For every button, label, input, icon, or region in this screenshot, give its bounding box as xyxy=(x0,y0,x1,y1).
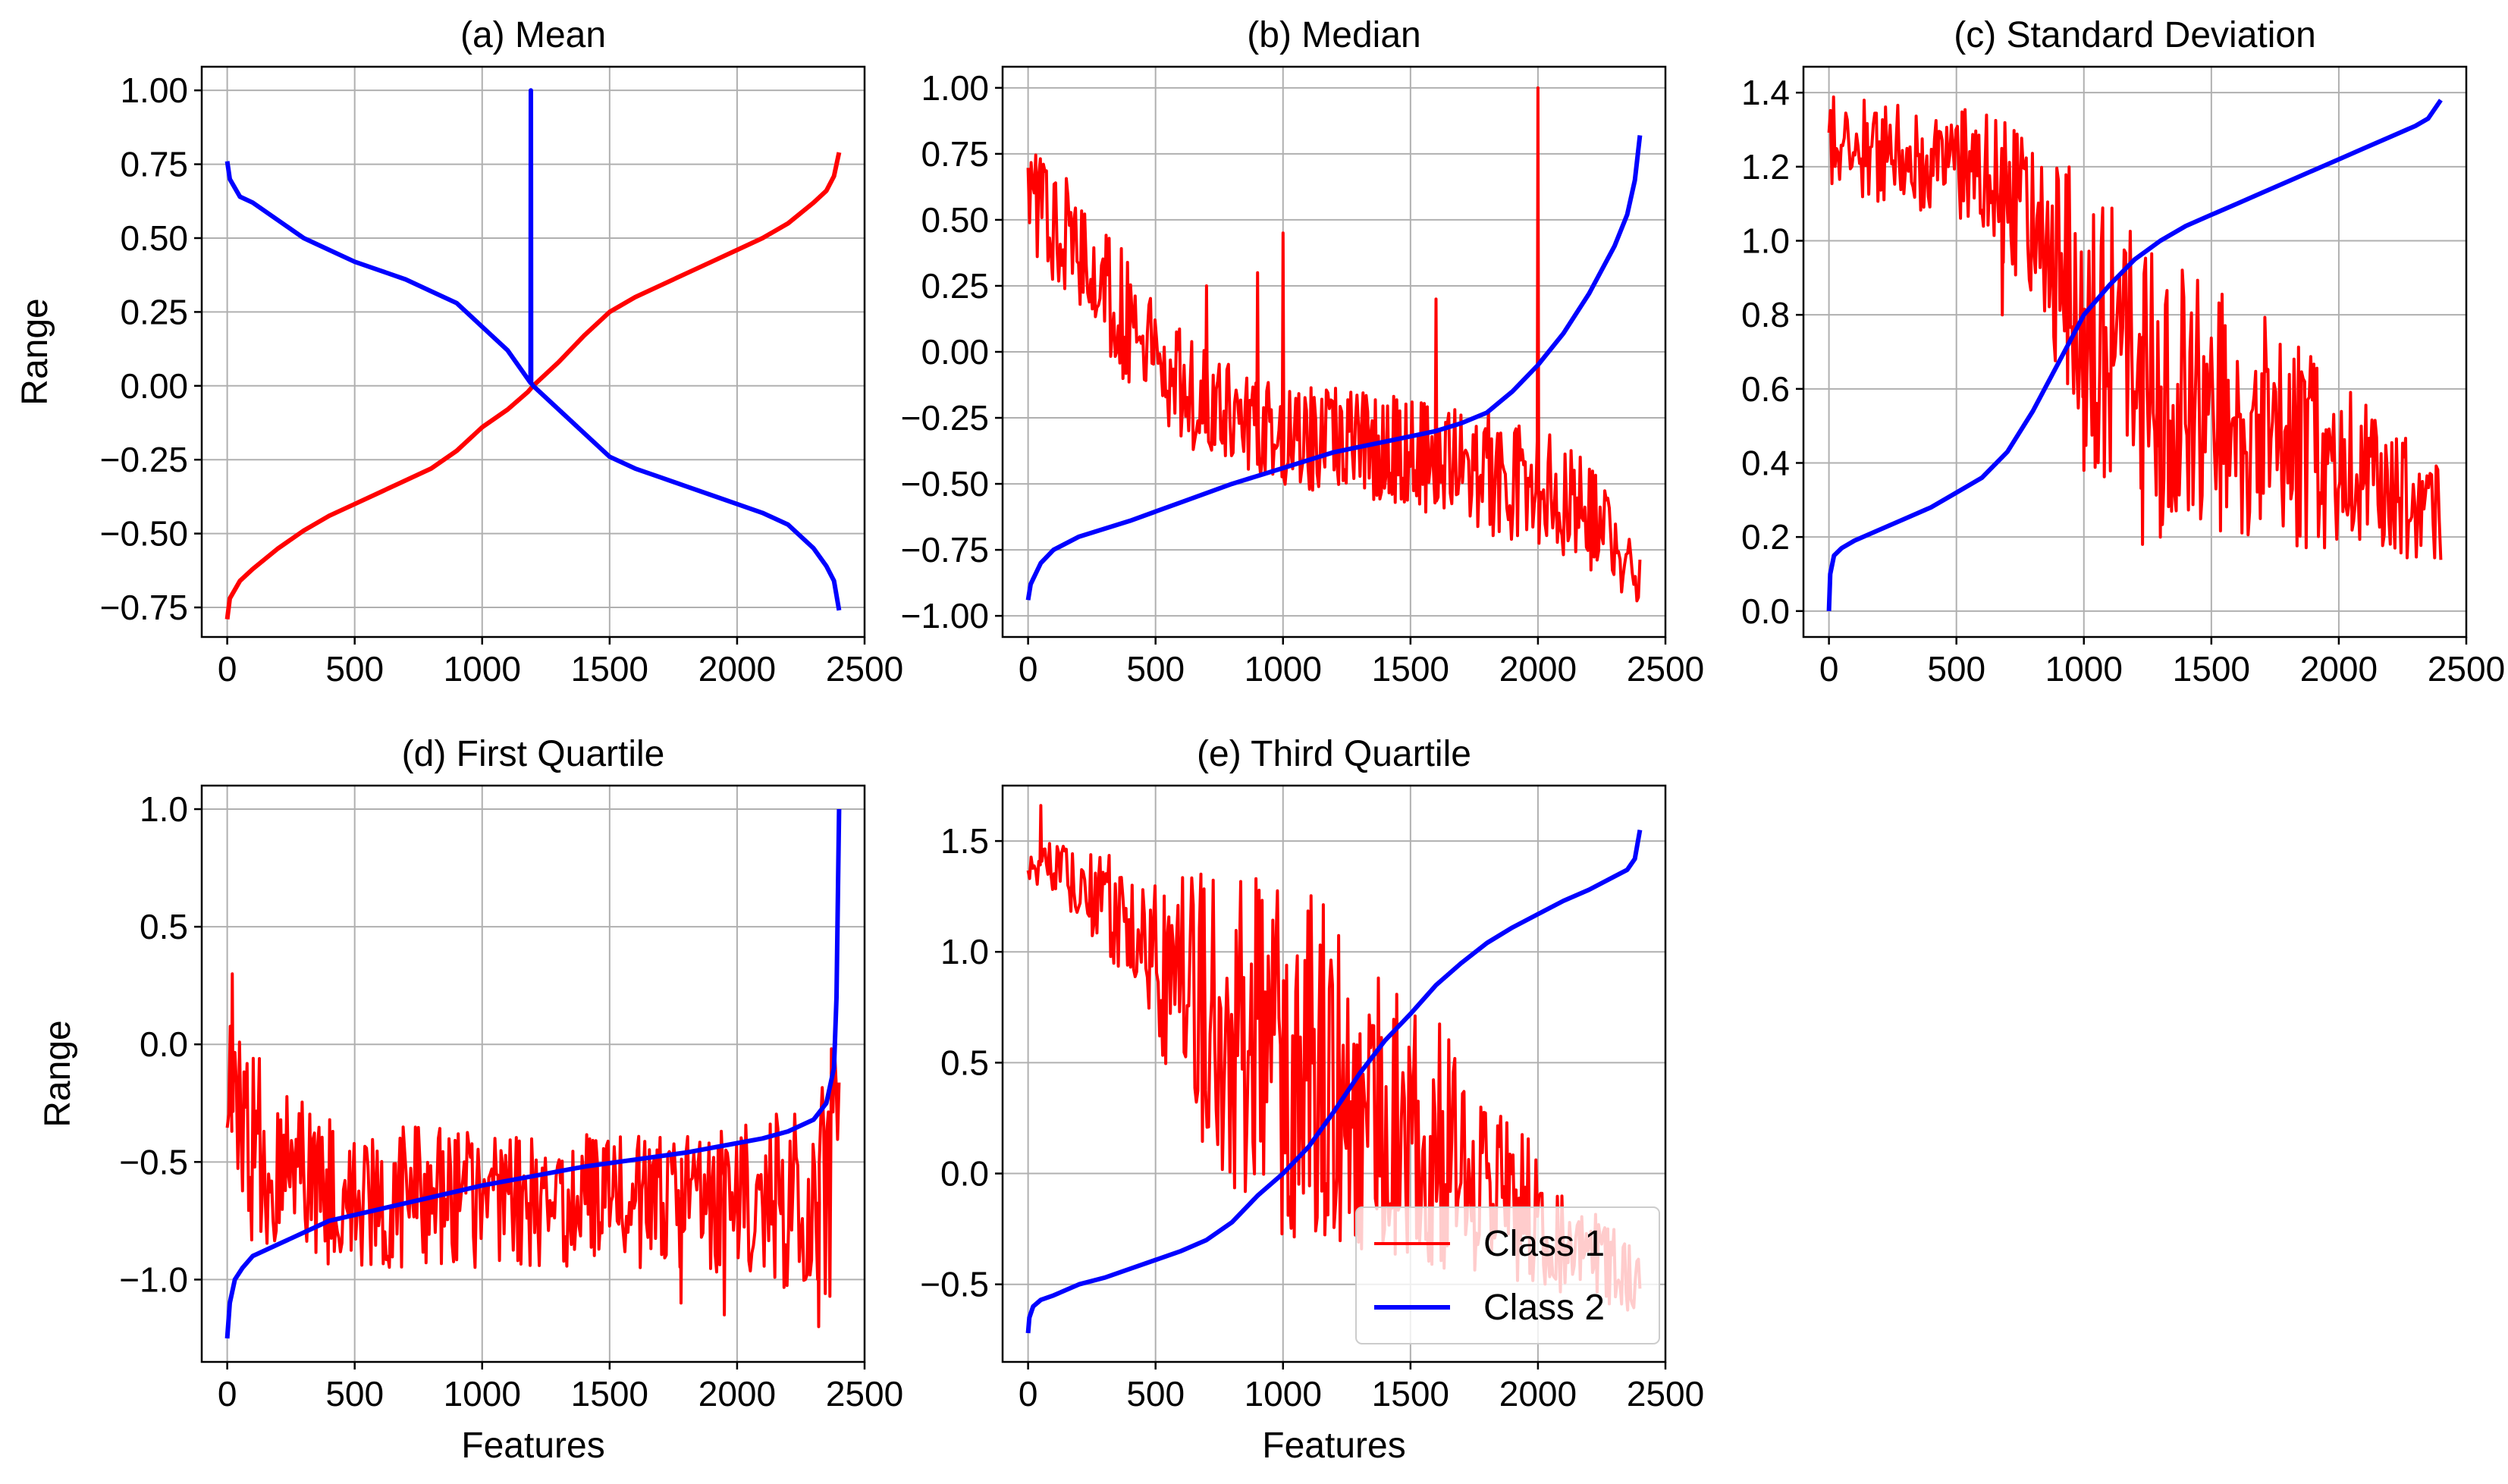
y-tick-label: −0.75 xyxy=(100,588,188,627)
y-tick-label: −1.00 xyxy=(901,596,989,635)
series-line-class-1 xyxy=(224,152,842,620)
x-tick-label: 1500 xyxy=(571,649,648,689)
axes-frame xyxy=(200,65,866,638)
y-tick-label: −0.50 xyxy=(100,514,188,554)
panel-title: (a) Mean xyxy=(460,15,606,55)
x-tick-label: 500 xyxy=(1126,649,1185,689)
x-tick-label: 0 xyxy=(1019,649,1038,689)
y-tick-label: −0.50 xyxy=(901,464,989,504)
y-tick-label: 0.0 xyxy=(1741,591,1790,631)
x-tick-label: 2000 xyxy=(1499,649,1577,689)
axes-frame xyxy=(1802,65,2468,638)
x-tick-label: 1500 xyxy=(1372,649,1449,689)
panel-title: (b) Median xyxy=(1247,15,1420,55)
y-tick-label: 0.6 xyxy=(1741,369,1790,409)
y-tick-label: −0.5 xyxy=(920,1265,989,1304)
x-tick-label: 2500 xyxy=(1627,649,1704,689)
axes-frame xyxy=(1001,784,1667,1363)
x-tick-label: 1500 xyxy=(571,1374,648,1413)
x-tick-label: 500 xyxy=(1927,649,1985,689)
series-line-class-1 xyxy=(1026,86,1642,603)
y-tick-label: 0.0 xyxy=(140,1024,188,1064)
y-tick-label: 1.5 xyxy=(940,821,989,861)
panel-title: (c) Standard Deviation xyxy=(1954,15,2316,55)
y-tick-label: 0.50 xyxy=(921,200,989,240)
y-tick-label: 1.0 xyxy=(940,932,989,971)
y-tick-label: 0.4 xyxy=(1741,443,1790,482)
y-tick-label: 0.2 xyxy=(1741,517,1790,557)
y-tick-label: 1.0 xyxy=(1741,221,1790,261)
legend: Class 1 Class 2 xyxy=(1355,1206,1660,1344)
y-tick-label: −0.5 xyxy=(119,1142,188,1181)
y-tick-label: −0.25 xyxy=(100,440,188,479)
x-tick-label: 1500 xyxy=(2173,649,2250,689)
x-tick-label: 0 xyxy=(218,1374,237,1413)
x-tick-label: 0 xyxy=(1019,1374,1038,1413)
x-tick-label: 0 xyxy=(218,649,237,689)
x-tick-label: 2000 xyxy=(2300,649,2378,689)
y-tick-label: 1.0 xyxy=(140,789,188,829)
y-tick-label: 1.4 xyxy=(1741,73,1790,112)
y-tick-label: 0.0 xyxy=(940,1154,989,1194)
series-line-class-2 xyxy=(224,808,842,1339)
y-axis-label: Range xyxy=(15,298,55,405)
y-tick-label: 0.5 xyxy=(940,1043,989,1082)
y-tick-label: 0.00 xyxy=(921,332,989,372)
y-tick-label: 0.50 xyxy=(120,218,188,258)
x-tick-label: 2500 xyxy=(2428,649,2505,689)
x-tick-label: 2000 xyxy=(698,649,776,689)
x-axis-label: Features xyxy=(461,1426,604,1466)
y-tick-label: 0.25 xyxy=(921,266,989,306)
panel-title: (d) First Quartile xyxy=(402,734,665,774)
panel-a: 0 500 1000 1500 2000 2500 1.00 0.75 0.50 0.25 0.00… xyxy=(15,15,903,689)
x-tick-label: 2000 xyxy=(698,1374,776,1413)
panel-e: 0 500 1000 1500 2000 2500 1.5 1.0 0.5 0.0 −0.5 (e) … xyxy=(920,734,1704,1466)
x-tick-label: 2000 xyxy=(1499,1374,1577,1413)
x-tick-label: 1000 xyxy=(2045,649,2123,689)
legend-label-class-1: Class 1 xyxy=(1483,1224,1605,1264)
y-tick-label: −0.25 xyxy=(901,398,989,438)
x-tick-label: 1000 xyxy=(444,649,521,689)
x-tick-label: 1000 xyxy=(1245,649,1322,689)
y-tick-label: 0.00 xyxy=(120,366,188,406)
x-axis-label: Features xyxy=(1262,1426,1405,1466)
x-tick-label: 500 xyxy=(325,649,384,689)
panel-title: (e) Third Quartile xyxy=(1197,734,1471,774)
series-line-class-1 xyxy=(225,972,841,1329)
series-line-class-2 xyxy=(224,88,842,611)
y-tick-label: 0.25 xyxy=(120,292,188,331)
x-tick-label: 1000 xyxy=(1245,1374,1322,1413)
y-tick-label: 0.5 xyxy=(140,907,188,946)
y-tick-label: 0.75 xyxy=(120,145,188,184)
x-tick-label: 2500 xyxy=(826,649,903,689)
y-axis-label: Range xyxy=(38,1020,78,1127)
x-tick-label: 500 xyxy=(325,1374,384,1413)
x-tick-label: 0 xyxy=(1819,649,1839,689)
y-tick-label: 0.8 xyxy=(1741,295,1790,334)
panel-d: 0 500 1000 1500 2000 2500 1.0 0.5 0.0 −0.5 −1.0 (d)… xyxy=(38,734,903,1466)
y-tick-label: −0.75 xyxy=(901,530,989,569)
x-tick-label: 500 xyxy=(1126,1374,1185,1413)
x-tick-label: 1500 xyxy=(1372,1374,1449,1413)
y-tick-label: 0.75 xyxy=(921,134,989,174)
x-tick-label: 2500 xyxy=(826,1374,903,1413)
y-tick-label: 1.2 xyxy=(1741,147,1790,187)
series-line-class-2 xyxy=(1025,829,1643,1334)
axes-frame xyxy=(200,784,866,1363)
y-tick-label: 1.00 xyxy=(120,71,188,110)
y-tick-label: 1.00 xyxy=(921,68,989,108)
legend-label-class-2: Class 2 xyxy=(1483,1288,1605,1328)
panel-c: 0 500 1000 1500 2000 2500 1.4 1.2 1.0 0.8 0.6 0.4 0.… xyxy=(1741,15,2505,689)
y-tick-label: −1.0 xyxy=(119,1260,188,1299)
x-tick-label: 2500 xyxy=(1627,1374,1704,1413)
series-line-class-1 xyxy=(1827,95,2443,560)
series-line-class-2 xyxy=(1826,99,2443,611)
panel-b: 0 500 1000 1500 2000 2500 1.00 0.75 0.50 0.25 0.00… xyxy=(901,15,1705,689)
x-tick-label: 1000 xyxy=(444,1374,521,1413)
series-line-class-2 xyxy=(1025,135,1643,601)
